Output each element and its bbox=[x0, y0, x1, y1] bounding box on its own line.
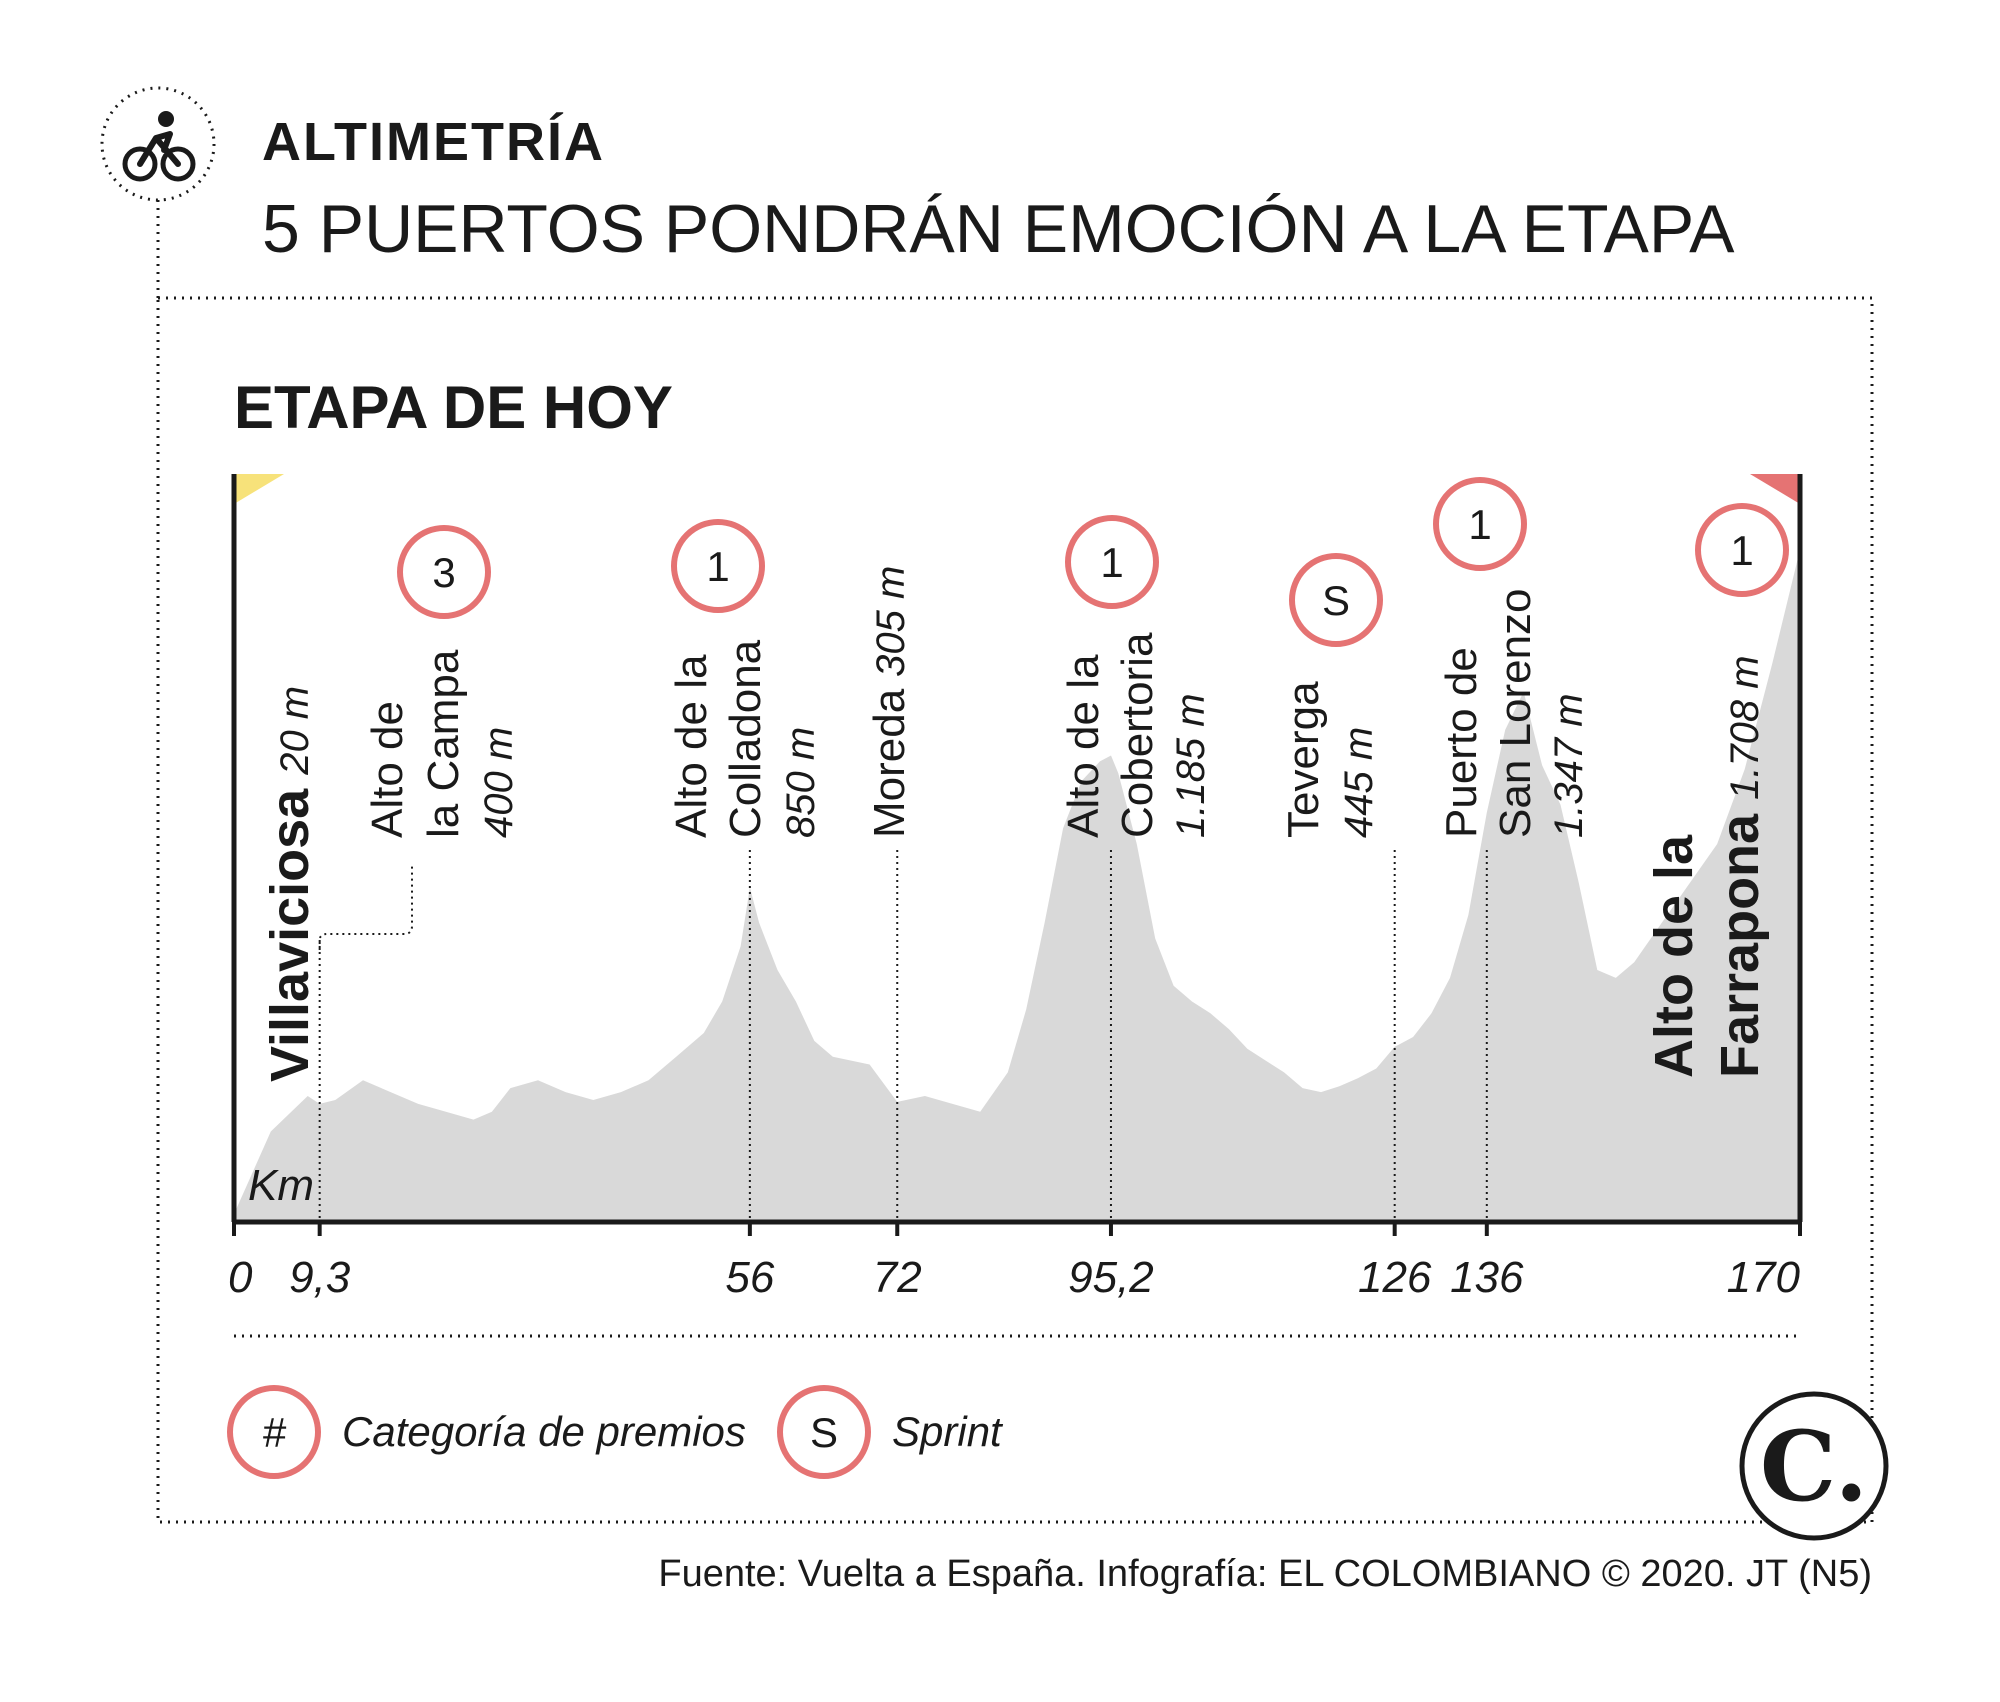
svg-text:#: # bbox=[262, 1409, 286, 1456]
cyclist-icon bbox=[100, 86, 216, 202]
category-badge: S bbox=[1289, 553, 1383, 647]
category-badge: 1 bbox=[1065, 515, 1159, 609]
waypoint-elevation: 850 m bbox=[779, 727, 823, 838]
x-tick-label: 56 bbox=[725, 1253, 774, 1302]
svg-text:C.: C. bbox=[1760, 1410, 1868, 1523]
waypoint-label: Cobertoria bbox=[1113, 632, 1162, 838]
legend: # Categoría de premios S Sprint bbox=[227, 1385, 1004, 1479]
waypoint-label: Alto de la bbox=[1644, 834, 1704, 1078]
x-axis-unit: Km bbox=[248, 1161, 314, 1210]
waypoint-label: San Lorenzo bbox=[1491, 588, 1540, 838]
legend-sprint-label: Sprint bbox=[892, 1408, 1004, 1455]
legend-category-badge: # bbox=[227, 1385, 321, 1479]
elevation-chart: 0 9,3 56 72 95,2 126 136 170 Villaviciosa20 m Al… bbox=[228, 474, 1803, 1302]
x-tick-label: 136 bbox=[1450, 1253, 1524, 1302]
category-badge-label: 1 bbox=[706, 543, 729, 590]
category-badge-label: 3 bbox=[432, 549, 455, 596]
waypoint-label: Alto de bbox=[363, 701, 412, 838]
waypoint-elevation: 445 m bbox=[1337, 727, 1381, 838]
elevation-profile-area bbox=[234, 549, 1800, 1222]
finish-flag bbox=[1750, 474, 1800, 504]
x-tick-label: 0 bbox=[228, 1253, 253, 1302]
category-badge-label: 1 bbox=[1100, 539, 1123, 586]
waypoint-label: la Campa bbox=[419, 649, 468, 838]
svg-text:S: S bbox=[810, 1409, 838, 1456]
waypoint-label: Moreda305 m bbox=[865, 566, 914, 838]
waypoint-label: Alto de la bbox=[1059, 654, 1108, 838]
infographic-frame bbox=[156, 296, 1874, 1524]
category-badge: 3 bbox=[397, 525, 491, 619]
footer-source: Fuente: Vuelta a España. Infografía: EL … bbox=[658, 1553, 1872, 1595]
section-title: ETAPA DE HOY bbox=[234, 374, 673, 441]
x-tick-label: 72 bbox=[873, 1253, 922, 1302]
legend-category-label: Categoría de premios bbox=[342, 1408, 746, 1455]
start-flag bbox=[234, 474, 284, 504]
waypoint-elevation: 1.185 m bbox=[1169, 693, 1213, 838]
category-badge: 1 bbox=[1695, 503, 1789, 597]
x-tick-label: 126 bbox=[1358, 1253, 1432, 1302]
waypoint-label: Teverga bbox=[1279, 681, 1328, 838]
category-badge-label: S bbox=[1322, 577, 1350, 624]
waypoint-elevation: 400 m bbox=[477, 727, 521, 838]
legend-sprint-badge: S bbox=[777, 1385, 871, 1479]
category-badge-label: 1 bbox=[1730, 527, 1753, 574]
x-tick-label: 170 bbox=[1727, 1253, 1801, 1302]
waypoint-label: Alto de la bbox=[667, 654, 716, 838]
waypoint-label: Colladona bbox=[721, 639, 770, 838]
waypoint-label: Farrapona1.708 m bbox=[1710, 655, 1770, 1078]
header-kicker: ALTIMETRÍA bbox=[262, 112, 605, 172]
category-badge: 1 bbox=[1433, 477, 1527, 571]
category-badge: 1 bbox=[671, 519, 765, 613]
category-badge-label: 1 bbox=[1468, 501, 1491, 548]
waypoint-label: Puerto de bbox=[1437, 647, 1486, 838]
el-colombiano-logo: C. bbox=[1739, 1391, 1889, 1541]
waypoint-label: Villaviciosa20 m bbox=[260, 686, 320, 1082]
header-headline: 5 PUERTOS PONDRÁN EMOCIÓN A LA ETAPA bbox=[262, 191, 1735, 267]
x-tick-label: 95,2 bbox=[1068, 1253, 1154, 1302]
waypoint-elevation: 1.347 m bbox=[1547, 693, 1591, 838]
x-tick-label: 9,3 bbox=[289, 1253, 351, 1302]
campa-leader-line bbox=[318, 866, 413, 950]
